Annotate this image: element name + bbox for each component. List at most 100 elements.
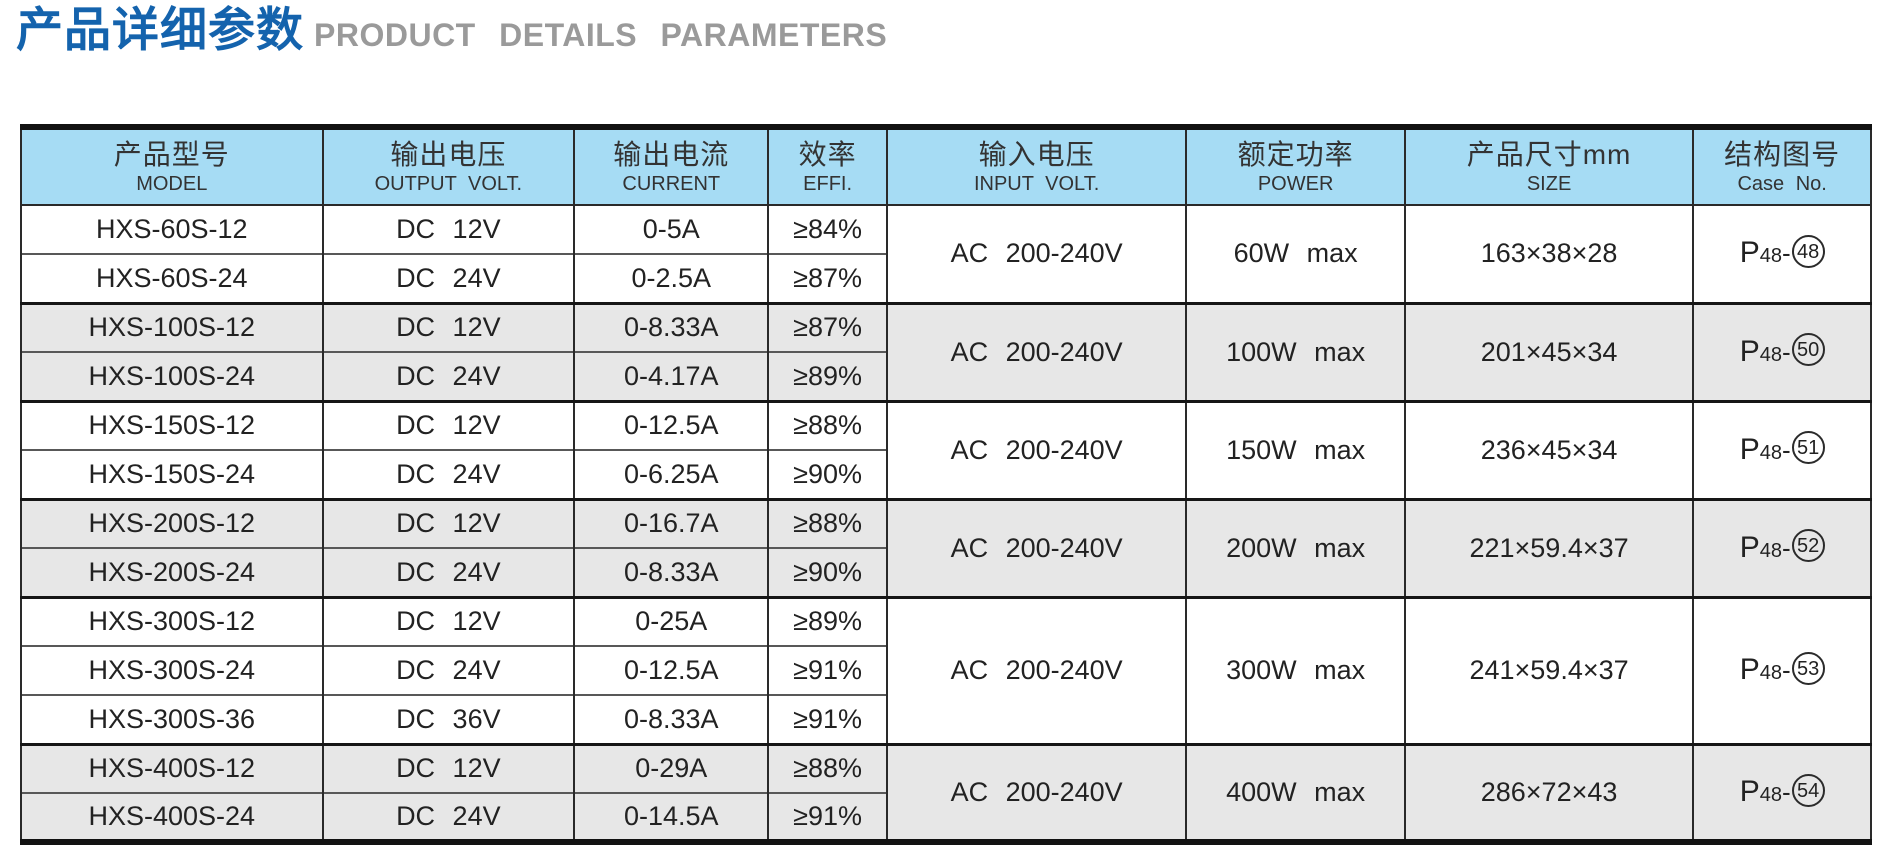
header-cell-output-volt: 输出电压 OUTPUT VOLT. (321, 127, 576, 206)
current-cell: 0-12.5A (573, 645, 770, 695)
case-circled-number: 50 (1791, 333, 1825, 367)
case-no-cell: P48- 52 (1692, 497, 1872, 597)
header-input-volt-zh: 输入电压 (978, 139, 1095, 170)
case-circled-number: 51 (1791, 431, 1825, 465)
model-cell: HXS-300S-24 (20, 645, 324, 695)
header-model-en: MODEL (136, 173, 208, 195)
header-power-en: POWER (1257, 173, 1334, 195)
output-volt-cell: DC 24V (321, 253, 576, 303)
current-cell: 0-12.5A (573, 399, 770, 450)
size-cell: 201×45×34 (1403, 301, 1695, 401)
header-cell-current: 输出电流 CURRENT (573, 127, 770, 206)
case-dash: - (1781, 336, 1791, 367)
effi-cell: ≥88% (767, 497, 888, 548)
header-case-no-en: Case No. (1737, 173, 1827, 195)
case-dash: - (1781, 776, 1791, 807)
table-row: HXS-60S-12 DC 12V 0-5A ≥84% AC 200-240V … (20, 205, 1872, 303)
case-circled-number: 52 (1791, 529, 1825, 563)
current-cell: 0-14.5A (573, 792, 770, 842)
header-effi-zh: 效率 (798, 139, 857, 170)
case-dash: - (1781, 532, 1791, 563)
effi-cell: ≥91% (767, 694, 888, 744)
header-output-volt-en: OUTPUT VOLT. (374, 173, 523, 195)
case-subscript: 48 (1759, 245, 1782, 268)
effi-cell: ≥84% (767, 205, 888, 254)
power-cell: 200W max (1185, 497, 1406, 597)
effi-cell: ≥91% (767, 792, 888, 842)
case-circled-number: 48 (1791, 235, 1825, 269)
header-input-volt-en: INPUT VOLT. (973, 173, 1100, 195)
output-volt-cell: DC 12V (321, 205, 576, 254)
model-cell: HXS-300S-12 (20, 595, 324, 646)
output-volt-cell: DC 24V (321, 792, 576, 842)
case-dash: - (1781, 434, 1791, 465)
case-subscript: 48 (1759, 662, 1782, 685)
header-cell-effi: 效率 EFFI. (767, 127, 888, 206)
current-cell: 0-2.5A (573, 253, 770, 303)
table-row: HXS-400S-12 DC 12V 0-29A ≥88% AC 200-240… (20, 742, 1872, 842)
model-cell: HXS-150S-12 (20, 399, 324, 450)
output-volt-cell: DC 12V (321, 399, 576, 450)
output-volt-cell: DC 36V (321, 694, 576, 744)
table-row: HXS-200S-24 DC 24V 0-8.33A ≥90% (20, 547, 1871, 597)
output-volt-cell: DC 24V (321, 351, 576, 401)
input-volt-cell: AC 200-240V (885, 497, 1188, 597)
page-title-zh: 产品详细参数 (16, 3, 304, 56)
current-cell: 0-8.33A (573, 694, 770, 744)
current-cell: 0-25A (573, 595, 770, 646)
model-cell: HXS-400S-24 (20, 792, 324, 842)
size-cell: 236×45×34 (1403, 399, 1695, 499)
header-cell-model: 产品型号 MODEL (20, 127, 324, 206)
current-cell: 0-8.33A (573, 301, 770, 352)
table-row: HXS-100S-24 DC 24V 0-4.17A ≥89% (20, 351, 1871, 401)
effi-cell: ≥88% (767, 399, 888, 450)
output-volt-cell: DC 12V (321, 301, 576, 352)
effi-cell: ≥91% (767, 645, 888, 695)
page-title: 产品详细参数 PRODUCT DETAILS PARAMETERS (16, 4, 887, 56)
parameters-table-wrapper: 产品型号 MODEL 输出电压 OUTPUT VOLT. 输出电流 CURREN… (20, 124, 1872, 845)
output-volt-cell: DC 24V (321, 449, 576, 499)
effi-cell: ≥89% (767, 351, 888, 401)
header-case-no-zh: 结构图号 (1724, 139, 1841, 170)
output-volt-cell: DC 12V (321, 595, 576, 646)
case-subscript: 48 (1759, 539, 1782, 562)
power-cell: 150W max (1185, 399, 1406, 499)
current-cell: 0-6.25A (573, 449, 770, 499)
input-volt-cell: AC 200-240V (885, 301, 1188, 401)
output-volt-cell: DC 12V (321, 742, 576, 793)
size-cell: 163×38×28 (1403, 205, 1695, 303)
header-current-en: CURRENT (622, 173, 721, 195)
model-cell: HXS-60S-24 (20, 253, 324, 303)
effi-cell: ≥90% (767, 449, 888, 499)
model-cell: HXS-100S-24 (20, 351, 324, 401)
header-model-zh: 产品型号 (113, 139, 230, 170)
case-prefix: P (1739, 236, 1760, 270)
model-cell: HXS-100S-12 (20, 301, 324, 352)
page-title-en: PRODUCT DETAILS PARAMETERS (314, 17, 888, 53)
case-circled-number: 53 (1791, 651, 1825, 685)
effi-cell: ≥90% (767, 547, 888, 597)
table-row: HXS-300S-24 DC 24V 0-12.5A ≥91% (20, 645, 1871, 695)
effi-cell: ≥88% (767, 742, 888, 793)
current-cell: 0-4.17A (573, 351, 770, 401)
effi-cell: ≥87% (767, 253, 888, 303)
output-volt-cell: DC 24V (321, 645, 576, 695)
model-cell: HXS-300S-36 (20, 694, 324, 744)
case-no-cell: P48- 54 (1692, 742, 1872, 842)
table-row: HXS-100S-12 DC 12V 0-8.33A ≥87% AC 200-2… (20, 301, 1872, 401)
case-prefix: P (1739, 432, 1760, 466)
model-cell: HXS-400S-12 (20, 742, 324, 793)
case-no-cell: P48- 48 (1692, 205, 1872, 303)
case-no-cell: P48- 51 (1692, 399, 1872, 499)
table-row: HXS-60S-24 DC 24V 0-2.5A ≥87% (20, 253, 1871, 303)
current-cell: 0-16.7A (573, 497, 770, 548)
model-cell: HXS-200S-24 (20, 547, 324, 597)
model-cell: HXS-200S-12 (20, 497, 324, 548)
case-dash: - (1781, 655, 1791, 686)
current-cell: 0-8.33A (573, 547, 770, 597)
current-cell: 0-5A (573, 205, 770, 254)
size-cell: 286×72×43 (1403, 742, 1695, 842)
output-volt-cell: DC 12V (321, 497, 576, 548)
case-subscript: 48 (1759, 441, 1782, 464)
